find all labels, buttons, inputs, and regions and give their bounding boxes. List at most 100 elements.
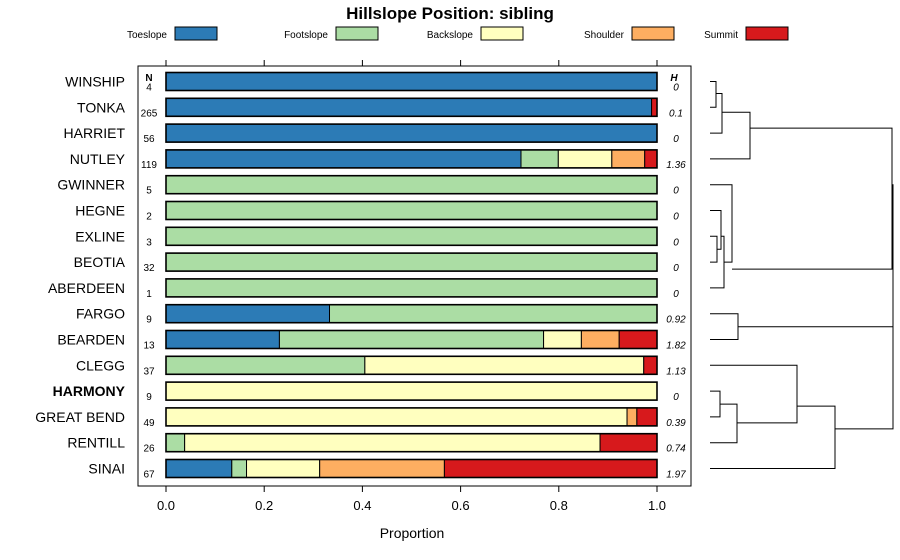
bar-segment-toeslope — [165, 72, 658, 91]
bar-outline — [165, 432, 658, 453]
bar-row: GREAT BEND 49 0.39 — [35, 407, 686, 429]
category-label: GREAT BEND — [35, 409, 125, 425]
category-label: EXLINE — [75, 228, 125, 244]
n-value: 26 — [143, 444, 155, 455]
dendrogram-branch — [710, 111, 751, 160]
bar-row: WINSHIP 4 0 — [65, 71, 679, 94]
bar-segment-footslope — [231, 459, 248, 478]
bar-outline — [165, 458, 658, 479]
bar-outline — [165, 303, 658, 324]
bar-segment-summit — [643, 355, 658, 375]
bar-row: BEARDEN 13 1.82 — [57, 329, 686, 352]
n-value: 13 — [143, 341, 155, 352]
bar-outline — [165, 71, 658, 92]
bar-outline — [165, 355, 658, 376]
bar-segment-footslope — [329, 304, 658, 324]
legend-item: Shoulder — [584, 26, 675, 41]
h-value: 0 — [673, 237, 679, 248]
h-value: 0 — [673, 83, 679, 94]
n-column-header: N — [145, 73, 152, 84]
bar-outline — [165, 278, 658, 298]
n-value: 3 — [146, 237, 152, 248]
bar-segment-shoulder — [626, 407, 638, 427]
category-label: TONKA — [77, 99, 126, 115]
x-tick-label: 0.4 — [353, 498, 371, 513]
bar-segment-footslope — [165, 355, 366, 375]
bar-outline — [165, 407, 658, 427]
bar-outline — [165, 329, 658, 350]
bar-segment-backslope — [165, 381, 658, 401]
n-value: 67 — [143, 470, 155, 481]
category-label: WINSHIP — [65, 74, 125, 90]
h-value: 0 — [673, 289, 679, 300]
bar-segment-summit — [644, 149, 658, 169]
bar-outline — [165, 149, 658, 169]
bar-outline — [165, 252, 658, 272]
bar-segment-footslope — [278, 330, 545, 349]
bar-segment-toeslope — [165, 330, 280, 349]
dendrogram-branch — [738, 326, 894, 430]
h-value: 1.82 — [666, 341, 686, 352]
bar-segment-toeslope — [165, 459, 233, 478]
category-label: NUTLEY — [70, 151, 126, 167]
category-label: FARGO — [76, 306, 125, 322]
category-label: ABERDEEN — [48, 280, 125, 296]
bar-segment-footslope — [520, 149, 559, 169]
x-axis: 0.0 0.2 0.4 0.6 0.8 1.0 — [157, 60, 666, 513]
h-value: 0.1 — [669, 108, 683, 119]
dendrogram-branch — [732, 127, 893, 270]
legend-item: Toeslope — [127, 26, 218, 41]
bar-row: TONKA 265 0.1 — [77, 97, 683, 119]
dendrogram-branch — [892, 184, 894, 366]
category-label: GWINNER — [57, 177, 125, 193]
x-tick-label: 0.8 — [550, 498, 568, 513]
plot-frame — [137, 65, 692, 487]
h-value: 0.39 — [666, 418, 686, 429]
h-value: 0.74 — [666, 444, 686, 455]
dendrogram-branch — [710, 184, 733, 263]
bar-segment-backslope — [165, 407, 628, 427]
n-value: 119 — [141, 160, 157, 171]
bar-outline — [165, 174, 658, 195]
legend-item: Backslope — [427, 26, 524, 41]
legend-item: Footslope — [284, 26, 379, 41]
bar-row: SINAI 67 1.97 — [88, 458, 686, 481]
n-value: 9 — [146, 392, 152, 403]
bar-segment-backslope — [184, 433, 601, 453]
bar-segment-summit — [618, 330, 658, 349]
category-label: BEOTIA — [74, 254, 126, 270]
bar-row: FARGO 9 0.92 — [76, 303, 686, 326]
h-column-header: H — [670, 73, 678, 84]
bar-segment-toeslope — [165, 149, 522, 169]
legend-swatch — [631, 26, 675, 41]
n-value: 1 — [146, 289, 152, 300]
dendrogram-branch — [710, 403, 738, 444]
category-label: CLEGG — [76, 357, 125, 373]
legend-label: Backslope — [427, 30, 474, 41]
h-value: 1.36 — [666, 160, 686, 171]
dendrogram-branch — [710, 235, 718, 263]
legend-swatch — [174, 26, 218, 41]
bar-row: GWINNER 5 0 — [57, 174, 679, 197]
h-value: 0.92 — [666, 315, 686, 326]
x-tick-label: 0.2 — [255, 498, 273, 513]
bar-segment-summit — [599, 433, 658, 453]
category-label: HARRIET — [64, 125, 126, 141]
bar-segment-summit — [651, 97, 658, 117]
bar-outline — [165, 200, 658, 221]
h-value: 1.97 — [666, 470, 686, 481]
n-value: 4 — [146, 83, 152, 94]
n-value: 5 — [146, 186, 152, 197]
category-label: RENTILL — [67, 435, 125, 451]
category-label: BEARDEN — [57, 332, 125, 348]
bar-outline — [165, 381, 658, 401]
bar-segment-shoulder — [611, 149, 646, 169]
dendrogram-branch — [710, 390, 721, 418]
bar-row: EXLINE 3 0 — [75, 226, 679, 248]
bar-segment-footslope — [165, 433, 186, 453]
h-value: 0 — [673, 186, 679, 197]
bar-outline — [165, 123, 658, 143]
n-value: 37 — [143, 366, 155, 377]
n-value: 32 — [143, 263, 155, 274]
